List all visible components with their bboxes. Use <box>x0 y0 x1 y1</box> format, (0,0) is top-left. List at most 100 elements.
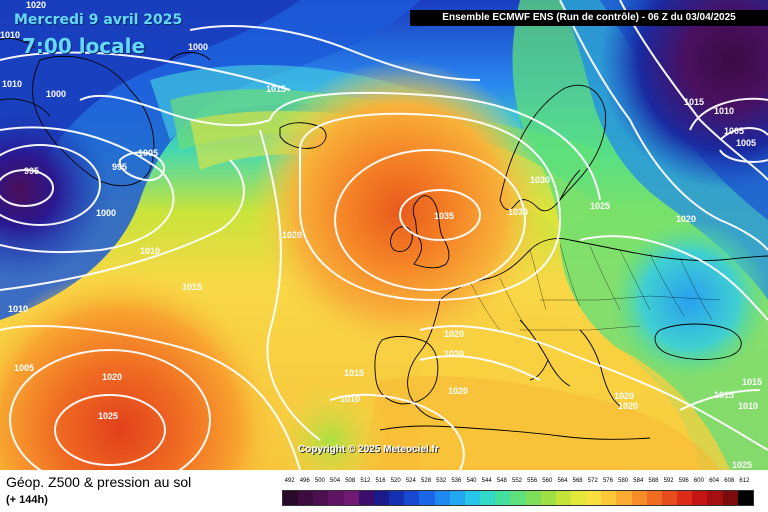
scale-swatch <box>646 491 662 505</box>
isobar-label: 1020 <box>444 349 464 359</box>
country-borders <box>469 243 721 331</box>
scale-swatch <box>404 491 420 505</box>
isobar-label: 1015 <box>684 97 704 107</box>
scale-label: 524 <box>405 478 416 484</box>
isobar-label: 1005 <box>138 148 158 158</box>
isobar-label: 1010 <box>140 246 160 256</box>
isobar-label: 1005 <box>736 138 756 148</box>
isobar-label: 1000 <box>188 42 208 52</box>
scale-swatch <box>449 491 465 505</box>
scale-swatch <box>434 491 450 505</box>
legend-footer: Géop. Z500 & pression au sol (+ 144h) 49… <box>0 470 768 512</box>
isobar-label: 1035 <box>434 211 454 221</box>
scale-swatch <box>677 491 693 505</box>
scale-label: 536 <box>451 478 462 484</box>
scale-label: 532 <box>436 478 447 484</box>
scale-label: 584 <box>633 478 644 484</box>
isobar-label: 1010 <box>738 401 758 411</box>
isobar-label: 1010 <box>714 106 734 116</box>
scale-label: 508 <box>345 478 356 484</box>
isobar-label: 1010 <box>2 79 22 89</box>
forecast-date: Mercredi 9 avril 2025 <box>14 12 183 28</box>
isobar-label: 1020 <box>614 391 634 401</box>
scale-swatch <box>389 491 405 505</box>
run-info-banner: Ensemble ECMWF ENS (Run de contrôle) - 0… <box>410 10 768 26</box>
scale-swatch <box>540 491 556 505</box>
isobar-label: 1010 <box>340 394 360 404</box>
isobar-label: 1025 <box>732 460 752 470</box>
scale-swatch <box>525 491 541 505</box>
scale-label: 500 <box>314 478 325 484</box>
scale-label: 592 <box>663 478 674 484</box>
scale-swatch <box>495 491 511 505</box>
isobar-label: 1020 <box>282 230 302 240</box>
scale-label: 596 <box>678 478 689 484</box>
isobar-label: 1020 <box>676 214 696 224</box>
isobar-label: 1015 <box>266 84 286 94</box>
scale-label: 528 <box>421 478 432 484</box>
scale-swatch <box>373 491 390 505</box>
forecast-time: 7:00 locale <box>22 34 146 58</box>
isobar-label: 1015 <box>714 390 734 400</box>
scale-label: 588 <box>648 478 659 484</box>
scale-swatch <box>283 491 299 505</box>
color-scale-labels: 492 496 500 504 508 512 516 520 524 528 532 536 540 5… <box>282 478 752 488</box>
isobar-label: 1030 <box>508 207 528 217</box>
scale-label: 580 <box>618 478 629 484</box>
copyright-notice: Copyright © 2025 Meteociel.fr <box>298 444 439 455</box>
isobar-label: 1005 <box>724 126 744 136</box>
scale-swatch <box>298 491 314 505</box>
scale-swatch <box>631 491 647 505</box>
scale-label: 556 <box>527 478 538 484</box>
forecast-lead-time: (+ 144h) <box>6 494 48 506</box>
isobar-labels: 1020 1010 1000 1010 1000 1015 1005 995 9… <box>0 0 762 470</box>
isobar-label: 1000 <box>46 89 66 99</box>
scale-swatch <box>737 491 753 505</box>
scale-label: 600 <box>693 478 704 484</box>
scale-swatch <box>661 491 678 505</box>
scale-swatch <box>328 491 344 505</box>
scale-label: 572 <box>587 478 598 484</box>
isobar-label: 1025 <box>590 201 610 211</box>
color-scale-bar <box>282 490 754 506</box>
scale-label: 504 <box>330 478 341 484</box>
scale-swatch <box>313 491 329 505</box>
isobar-label: 1015 <box>742 377 762 387</box>
scale-label: 604 <box>709 478 720 484</box>
scale-label: 608 <box>724 478 735 484</box>
isobar-label: 1020 <box>26 0 46 10</box>
isobar-label: 1020 <box>102 372 122 382</box>
scale-label: 496 <box>299 478 310 484</box>
scale-label: 560 <box>542 478 553 484</box>
geopotential-map: 1020 1010 1000 1010 1000 1015 1005 995 9… <box>0 0 768 470</box>
isobar-label: 1010 <box>0 30 20 40</box>
isobar-label: 1030 <box>530 175 550 185</box>
isobar-label: 1000 <box>96 208 116 218</box>
scale-label: 492 <box>284 478 295 484</box>
scale-swatch <box>692 491 708 505</box>
scale-label: 564 <box>557 478 568 484</box>
map-title: Géop. Z500 & pression au sol <box>6 474 192 490</box>
scale-label: 520 <box>390 478 401 484</box>
scale-label: 548 <box>496 478 507 484</box>
scale-label: 576 <box>602 478 613 484</box>
isobar-label: 1010 <box>8 304 28 314</box>
isobar-label: 1005 <box>14 363 34 373</box>
coastlines <box>0 37 768 440</box>
scale-swatch <box>555 491 571 505</box>
isobars <box>0 0 768 470</box>
scale-swatch <box>419 491 435 505</box>
scale-swatch <box>722 491 738 505</box>
scale-swatch <box>358 491 374 505</box>
scale-swatch <box>343 491 359 505</box>
scale-swatch <box>464 491 481 505</box>
isobar-label: 1015 <box>182 282 202 292</box>
scale-swatch <box>570 491 587 505</box>
scale-swatch <box>480 491 496 505</box>
scale-swatch <box>586 491 602 505</box>
isobar-label: 1020 <box>448 386 468 396</box>
scale-label: 612 <box>739 478 750 484</box>
scale-label: 512 <box>360 478 371 484</box>
isobar-label: 1020 <box>444 329 464 339</box>
